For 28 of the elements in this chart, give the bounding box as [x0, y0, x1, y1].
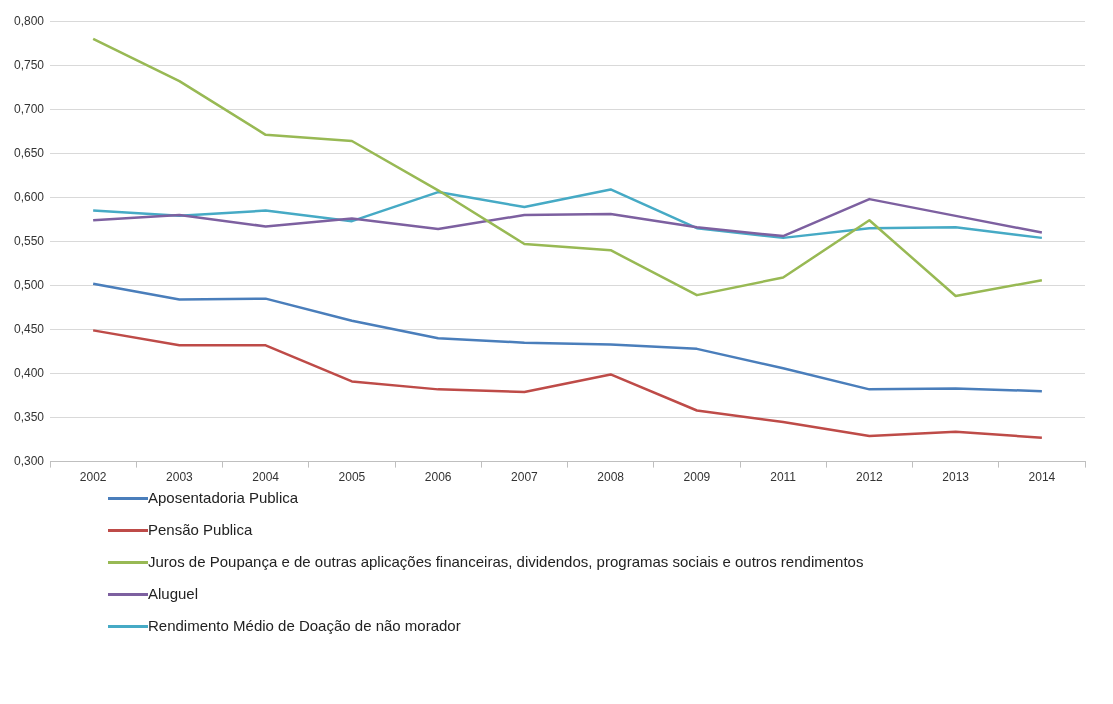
y-tick-label: 0,600: [14, 189, 45, 204]
y-tick-label: 0,650: [14, 145, 45, 160]
x-tick-label: 2009: [683, 470, 711, 485]
x-tick-label: 2003: [166, 470, 194, 485]
legend-label: Pensão Publica: [148, 520, 253, 540]
x-tick-label: 2004: [252, 470, 280, 485]
y-tick-label: 0,350: [14, 409, 45, 424]
x-tick-label: 2007: [511, 470, 539, 485]
x-tick-label: 2005: [338, 470, 366, 485]
y-tick-label: 0,550: [14, 233, 45, 248]
x-tick-label: 2012: [856, 470, 884, 485]
y-tick-label: 0,300: [14, 453, 45, 468]
x-tick-label: 2002: [79, 470, 107, 485]
y-tick-label: 0,750: [14, 57, 45, 72]
y-tick-label: 0,800: [14, 13, 45, 28]
legend-label: Aluguel: [148, 584, 199, 604]
legend-label: Aposentadoria Publica: [148, 488, 299, 508]
x-tick-label: 2011: [770, 470, 797, 485]
x-tick-label: 2008: [597, 470, 625, 485]
y-tick-label: 0,700: [14, 101, 45, 116]
x-tick-label: 2014: [1028, 470, 1056, 485]
legend-label: Juros de Poupança e de outras aplicações financeiras, dividendos, programas sociais e outros rendimentos: [148, 552, 864, 572]
legend-label: Rendimento Médio de Doação de não morador: [148, 616, 461, 636]
x-tick-label: 2006: [424, 470, 452, 485]
x-tick-label: 2013: [942, 470, 970, 485]
y-tick-label: 0,450: [14, 321, 45, 336]
y-tick-label: 0,400: [14, 365, 45, 380]
y-tick-label: 0,500: [14, 277, 45, 292]
